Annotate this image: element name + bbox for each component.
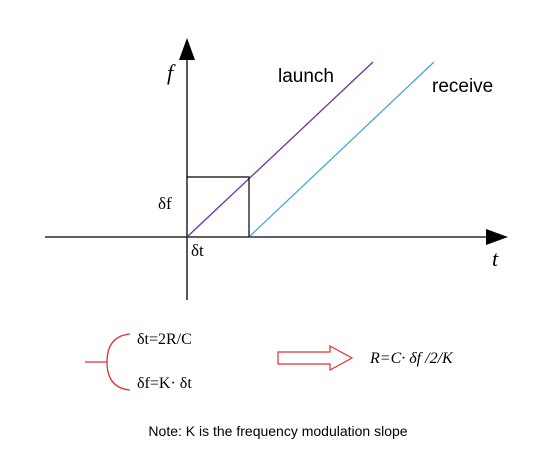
- equation: δt=2R/C: [137, 331, 192, 348]
- brace: [85, 333, 131, 391]
- receive-label: receive: [432, 76, 493, 97]
- delta-t-label: δt: [191, 241, 204, 260]
- delta-box: [187, 176, 250, 237]
- f-label: f: [167, 60, 176, 85]
- note: Note: K is the frequency modulation slop…: [148, 423, 407, 439]
- t-axis-arrow: [486, 229, 508, 245]
- implies-arrow: [277, 344, 354, 372]
- t-label: t: [492, 246, 499, 271]
- launch-line: [186, 61, 374, 238]
- f-axis-arrow: [179, 38, 195, 60]
- launch-label: launch: [278, 66, 334, 87]
- receive-line: [248, 61, 435, 238]
- result-equation: R=C· δf /2/K: [369, 350, 454, 367]
- equation: δf=K· δt: [137, 375, 192, 392]
- delta-f-label: δf: [158, 194, 172, 213]
